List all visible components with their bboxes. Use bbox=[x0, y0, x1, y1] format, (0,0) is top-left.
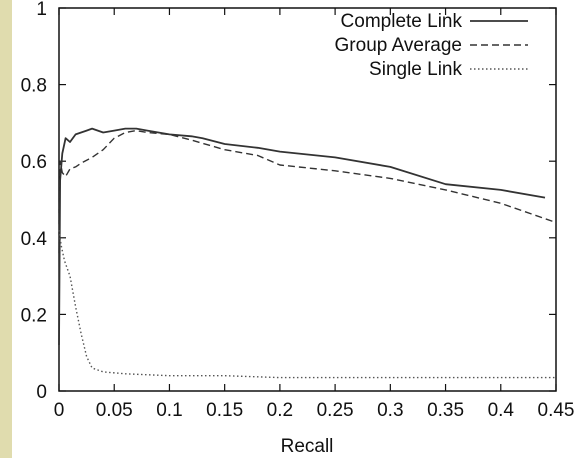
legend: Complete Link Group Average Single Link bbox=[335, 11, 528, 80]
y-tick-label: 0.2 bbox=[21, 305, 47, 326]
x-tick-label: 0.4 bbox=[488, 400, 515, 421]
plot-area-frame bbox=[58, 7, 557, 392]
x-tick-label: 0.45 bbox=[538, 400, 575, 421]
series-line-complete-link bbox=[58, 127, 546, 346]
x-tick-label: 0.2 bbox=[267, 400, 293, 421]
y-tick-label: 1 bbox=[36, 0, 47, 20]
x-tick-label: 0.05 bbox=[96, 400, 133, 421]
x-tick-label: 0.1 bbox=[156, 400, 182, 421]
x-tick-label: 0.15 bbox=[206, 400, 243, 421]
series-layer bbox=[58, 127, 557, 379]
legend-label: Complete Link bbox=[341, 11, 463, 32]
left-decorative-band bbox=[0, 0, 12, 458]
series-line-single-link bbox=[58, 230, 556, 379]
legend-label: Group Average bbox=[335, 35, 462, 56]
x-axis-title: Recall bbox=[281, 436, 334, 457]
x-tick-label: 0.25 bbox=[317, 400, 354, 421]
series-line-group-average bbox=[58, 129, 557, 254]
x-tick-label: 0.35 bbox=[427, 400, 464, 421]
y-tick-label: 0.6 bbox=[21, 152, 47, 173]
y-tick-label: 0.4 bbox=[21, 229, 48, 250]
y-tick-label: 0.8 bbox=[21, 76, 47, 97]
ticks-layer: 0 0.05 0.1 0.15 0.2 0.25 0.3 0.35 0.4 0.45 0 0.2 0.4… bbox=[21, 0, 575, 421]
y-tick-label: 0 bbox=[36, 382, 47, 403]
x-tick-label: 0 bbox=[54, 400, 65, 421]
legend-label: Single Link bbox=[369, 59, 462, 80]
x-tick-label: 0.3 bbox=[377, 400, 403, 421]
